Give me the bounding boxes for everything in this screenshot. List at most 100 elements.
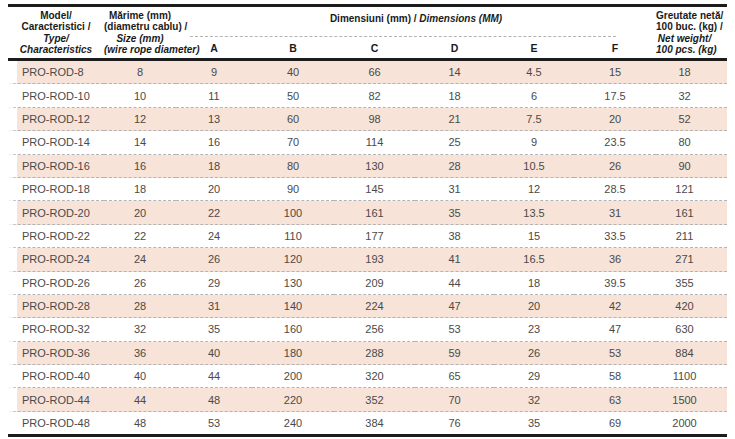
model-cell: PRO-ROD-26 <box>8 272 104 295</box>
value-cell: 14 <box>104 131 176 154</box>
value-cell: 35 <box>494 412 574 434</box>
table-body: PRO-ROD-8894066144.51518PRO-ROD-10101150… <box>8 61 727 434</box>
table-row: PRO-ROD-101011508218617.532 <box>8 84 727 107</box>
value-cell: 4.5 <box>494 61 574 84</box>
value-cell: 70 <box>415 388 494 411</box>
value-cell: 16 <box>176 131 252 154</box>
value-cell: 211 <box>656 225 727 248</box>
value-cell: 31 <box>176 295 252 318</box>
value-cell: 15 <box>574 61 656 84</box>
header-row-top: Model/ Caracteristici / Type/ Characteri… <box>8 7 727 40</box>
model-cell: PRO-ROD-14 <box>8 131 104 154</box>
value-cell: 53 <box>176 412 252 434</box>
value-cell: 39.5 <box>574 272 656 295</box>
value-cell: 20 <box>176 178 252 201</box>
value-cell: 209 <box>334 272 415 295</box>
col-header-c: C <box>334 40 415 61</box>
value-cell: 44 <box>104 388 176 411</box>
value-cell: 29 <box>176 272 252 295</box>
table-row: PRO-ROD-8894066144.51518 <box>8 61 727 84</box>
col-group-dimensions: Dimensiuni (mm) / Dimensions (MM) <box>176 7 656 40</box>
weight-header-line: 100 buc. (kg) / <box>656 21 713 33</box>
value-cell: 130 <box>252 272 334 295</box>
table-row: PRO-ROD-2424261201934116.536271 <box>8 248 727 271</box>
value-cell: 16 <box>104 155 176 178</box>
value-cell: 355 <box>656 272 727 295</box>
col-header-weight: Greutate netă/ 100 buc. (kg) / Net weigh… <box>656 7 727 61</box>
table-row: PRO-ROD-323235160256532347630 <box>8 318 727 341</box>
value-cell: 114 <box>334 131 415 154</box>
value-cell: 53 <box>574 342 656 365</box>
model-cell: PRO-ROD-20 <box>8 201 104 224</box>
value-cell: 59 <box>415 342 494 365</box>
value-cell: 193 <box>334 248 415 271</box>
value-cell: 90 <box>656 155 727 178</box>
value-cell: 2000 <box>656 412 727 434</box>
value-cell: 41 <box>415 248 494 271</box>
value-cell: 18 <box>494 272 574 295</box>
spec-table: Model/ Caracteristici / Type/ Characteri… <box>8 4 727 437</box>
value-cell: 69 <box>574 412 656 434</box>
weight-header-line: Greutate netă/ <box>656 10 713 22</box>
value-cell: 80 <box>252 155 334 178</box>
value-cell: 23.5 <box>574 131 656 154</box>
value-cell: 53 <box>415 318 494 341</box>
value-cell: 160 <box>252 318 334 341</box>
value-cell: 14 <box>415 61 494 84</box>
value-cell: 26 <box>494 342 574 365</box>
value-cell: 130 <box>334 155 415 178</box>
size-header-line: Mărime (mm) <box>104 10 176 22</box>
table-row: PRO-ROD-2020221001613513.531161 <box>8 201 727 224</box>
value-cell: 22 <box>176 201 252 224</box>
value-cell: 18 <box>176 155 252 178</box>
model-header-line: Caracteristici / <box>8 21 104 33</box>
col-header-b: B <box>252 40 334 61</box>
model-cell: PRO-ROD-16 <box>8 155 104 178</box>
value-cell: 17.5 <box>574 84 656 107</box>
weight-header-line: 100 pcs. (kg) <box>656 44 713 56</box>
value-cell: 28 <box>415 155 494 178</box>
value-cell: 120 <box>252 248 334 271</box>
value-cell: 98 <box>334 108 415 131</box>
value-cell: 384 <box>334 412 415 434</box>
table-row: PRO-ROD-4848532403847635692000 <box>8 412 727 434</box>
value-cell: 21 <box>415 108 494 131</box>
value-cell: 50 <box>252 84 334 107</box>
model-cell: PRO-ROD-28 <box>8 295 104 318</box>
value-cell: 220 <box>252 388 334 411</box>
value-cell: 26 <box>574 155 656 178</box>
value-cell: 40 <box>252 61 334 84</box>
value-cell: 47 <box>574 318 656 341</box>
table-row: PRO-ROD-18182090145311228.5121 <box>8 178 727 201</box>
col-header-f: F <box>574 40 656 61</box>
value-cell: 20 <box>574 108 656 131</box>
value-cell: 32 <box>656 84 727 107</box>
value-cell: 420 <box>656 295 727 318</box>
value-cell: 11 <box>176 84 252 107</box>
value-cell: 13.5 <box>494 201 574 224</box>
value-cell: 352 <box>334 388 415 411</box>
value-cell: 48 <box>104 412 176 434</box>
value-cell: 121 <box>656 178 727 201</box>
model-cell: PRO-ROD-32 <box>8 318 104 341</box>
value-cell: 70 <box>252 131 334 154</box>
value-cell: 65 <box>415 365 494 388</box>
table-row: PRO-ROD-363640180288592653884 <box>8 342 727 365</box>
value-cell: 240 <box>252 412 334 434</box>
dimensions-label-en: Dimensions (MM) <box>419 13 502 24</box>
dimensions-dashed-rule <box>190 36 616 37</box>
col-header-e: E <box>494 40 574 61</box>
value-cell: 224 <box>334 295 415 318</box>
table-row: PRO-ROD-4040442003206529581100 <box>8 365 727 388</box>
value-cell: 10 <box>104 84 176 107</box>
value-cell: 20 <box>494 295 574 318</box>
value-cell: 44 <box>415 272 494 295</box>
value-cell: 33.5 <box>574 225 656 248</box>
value-cell: 25 <box>415 131 494 154</box>
value-cell: 26 <box>104 272 176 295</box>
value-cell: 23 <box>494 318 574 341</box>
value-cell: 58 <box>574 365 656 388</box>
value-cell: 12 <box>494 178 574 201</box>
value-cell: 35 <box>415 201 494 224</box>
value-cell: 13 <box>176 108 252 131</box>
